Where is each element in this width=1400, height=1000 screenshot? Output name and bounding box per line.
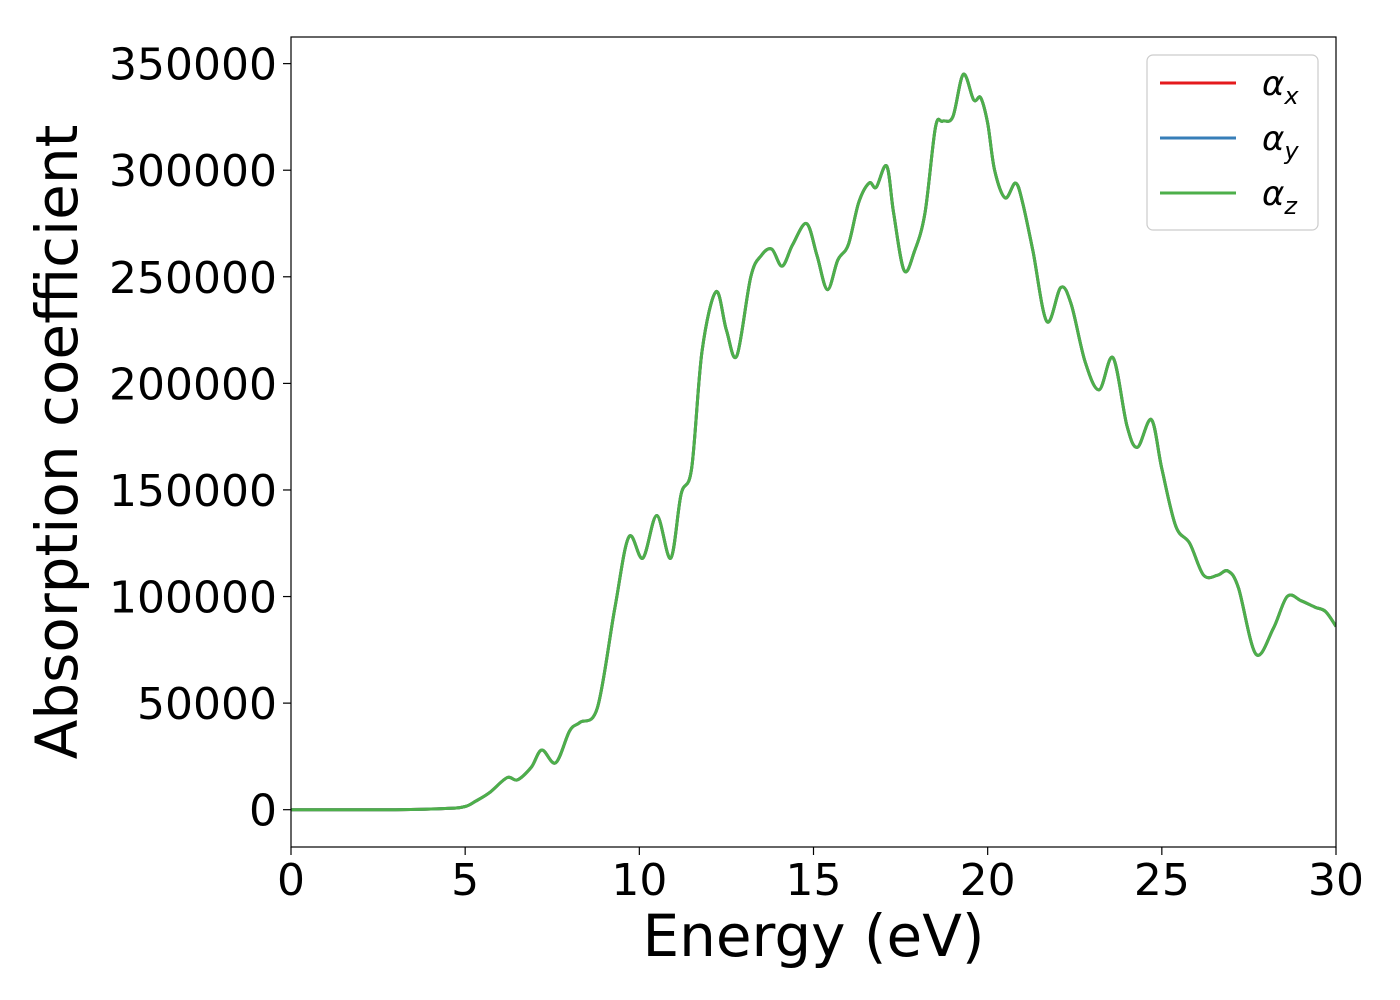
y-tick-label: 350000 bbox=[109, 40, 277, 91]
plot-layer bbox=[291, 72, 1336, 812]
y-tick-label: 300000 bbox=[109, 146, 277, 197]
x-axis-label: Energy (eV) bbox=[642, 902, 984, 970]
x-tick-label: 20 bbox=[960, 855, 1016, 906]
x-tick-label: 10 bbox=[611, 855, 667, 906]
legend-label-base: α bbox=[1262, 64, 1284, 104]
legend-label-1: αx bbox=[1262, 64, 1299, 110]
legend-label-sub: y bbox=[1283, 137, 1299, 165]
legend-label-3: αz bbox=[1262, 174, 1298, 220]
legend-box bbox=[1146, 54, 1319, 231]
legend-label-base: α bbox=[1262, 119, 1284, 159]
y-tick-label: 100000 bbox=[109, 573, 277, 624]
y-tick-label: 0 bbox=[249, 786, 277, 837]
legend-label-base: α bbox=[1262, 174, 1284, 214]
legend-label-sub: z bbox=[1283, 192, 1298, 220]
y-tick-label: 150000 bbox=[109, 466, 277, 517]
series-group bbox=[291, 72, 1336, 812]
axes-layer: 0 5 10 15 20 25 30 0 50000 100000 150000 200000 2500… bbox=[23, 36, 1364, 970]
x-tick-label: 15 bbox=[786, 855, 842, 906]
y-tick-label: 250000 bbox=[109, 253, 277, 304]
legend-label-sub: x bbox=[1283, 82, 1299, 110]
y-tick-label: 200000 bbox=[109, 359, 277, 410]
x-tick-label: 30 bbox=[1308, 855, 1364, 906]
x-tick-label: 0 bbox=[277, 855, 305, 906]
y-tick-label: 50000 bbox=[137, 679, 277, 730]
series-line-3 bbox=[291, 72, 1336, 812]
legend-label-2: αy bbox=[1262, 119, 1299, 165]
x-tick-label: 25 bbox=[1134, 855, 1190, 906]
x-tick-label: 5 bbox=[451, 855, 479, 906]
y-axis-label: Absorption coefficient bbox=[23, 125, 91, 760]
